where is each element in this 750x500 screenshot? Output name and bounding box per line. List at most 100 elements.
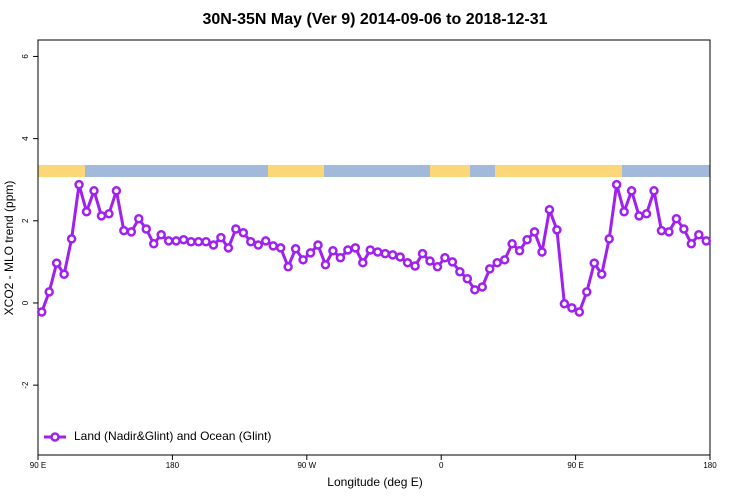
y-tick-label: 0: [21, 300, 30, 305]
data-point: [358, 257, 368, 268]
x-axis-label: Longitude (deg E): [327, 475, 422, 489]
data-point: [66, 234, 77, 244]
data-point: [499, 255, 510, 265]
data-point: [178, 234, 189, 245]
data-point: [275, 243, 286, 253]
legend-marker: [50, 432, 60, 442]
data-point: [208, 240, 219, 250]
data-point: [163, 236, 174, 246]
data-point: [141, 224, 152, 234]
data-point: [51, 258, 62, 268]
data-point: [298, 255, 308, 265]
data-point: [335, 253, 346, 263]
data-point: [119, 225, 129, 236]
data-point: [679, 224, 689, 234]
y-tick-label: -2: [21, 381, 30, 389]
data-point: [380, 248, 390, 259]
data-point: [74, 179, 84, 190]
data-point: [44, 287, 54, 297]
data-point: [96, 211, 107, 221]
data-point: [604, 234, 614, 244]
data-point: [626, 186, 637, 196]
x-tick-label: 90 E: [567, 461, 583, 470]
data-point: [611, 179, 622, 190]
land-band: [495, 165, 622, 177]
data-point: [447, 257, 458, 267]
data-point: [246, 236, 256, 247]
data-point: [372, 247, 383, 257]
data-point: [522, 234, 532, 245]
data-point: [596, 269, 607, 279]
x-tick-label: 180: [703, 461, 717, 470]
land-band: [268, 165, 324, 177]
data-point: [477, 282, 488, 292]
legend-label: Land (Nadir&Glint) and Ocean (Glint): [74, 429, 271, 443]
data-point: [589, 258, 600, 268]
data-point: [552, 225, 562, 235]
data-point: [649, 186, 659, 196]
data-point: [425, 256, 435, 266]
data-point: [36, 307, 47, 317]
data-point: [432, 262, 443, 272]
data-point: [290, 243, 301, 254]
plot-frame: [37, 39, 711, 456]
data-point: [440, 253, 450, 263]
data-point: [559, 299, 570, 309]
data-point: [328, 246, 338, 256]
data-point: [462, 273, 473, 284]
data-point: [492, 257, 502, 268]
data-point: [156, 230, 166, 240]
data-point: [186, 236, 196, 247]
data-point: [81, 207, 92, 217]
data-point: [134, 213, 144, 224]
data-point: [470, 285, 480, 295]
data-point: [201, 236, 211, 247]
data-point: [455, 266, 465, 277]
data-point: [417, 248, 428, 259]
data-point: [111, 186, 122, 196]
data-point: [402, 257, 413, 268]
y-tick-label: 2: [21, 218, 30, 223]
data-point: [484, 264, 495, 274]
data-point: [574, 307, 585, 317]
data-point: [216, 232, 226, 243]
data-point: [126, 227, 137, 237]
data-point: [701, 236, 712, 246]
data-point: [305, 248, 316, 258]
y-tick-label: 6: [21, 54, 30, 59]
data-point: [529, 227, 540, 237]
data-point: [507, 239, 517, 249]
y-tick-label: 4: [21, 136, 30, 141]
data-point: [268, 241, 278, 251]
data-point: [231, 224, 241, 234]
data-point: [686, 239, 697, 249]
data-point: [664, 227, 674, 237]
data-point: [313, 240, 323, 250]
land-band: [38, 165, 85, 177]
data-point: [619, 207, 629, 217]
data-point: [656, 225, 667, 236]
data-point: [641, 209, 652, 219]
data-point: [343, 245, 353, 255]
land-ocean-band: [38, 165, 710, 177]
data-point: [193, 236, 204, 247]
x-tick-label: 180: [166, 461, 180, 470]
data-point: [148, 239, 159, 249]
data-point: [283, 262, 293, 272]
data-point: [59, 269, 69, 279]
data-point: [410, 261, 420, 271]
data-point: [567, 303, 577, 313]
data-point: [223, 243, 234, 253]
data-point: [171, 236, 181, 246]
data-point: [260, 236, 271, 246]
x-tick-label: 90 W: [297, 461, 316, 470]
data-point: [104, 209, 114, 219]
data-point: [544, 204, 555, 215]
data-point: [694, 230, 704, 240]
y-axis-label: XCO2 - MLO trend (ppm): [2, 181, 16, 316]
data-point: [582, 287, 592, 297]
data-point: [671, 213, 682, 224]
data-point: [238, 227, 249, 238]
